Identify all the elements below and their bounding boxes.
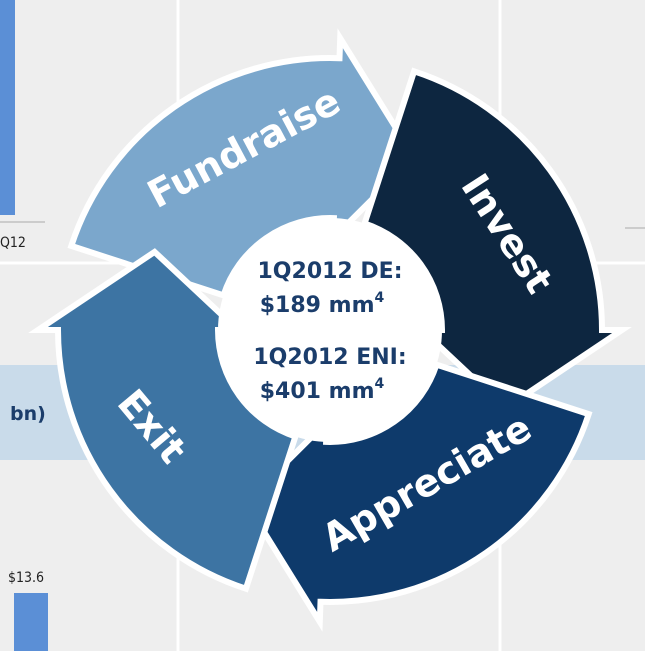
value: $189 mm [260,293,375,318]
center-label: 1Q2012 DE: [258,259,403,284]
bg-axis-label: Q12 [0,235,26,251]
value: $401 mm [260,379,375,404]
center-value: $401 mm4 [260,376,385,404]
footnote: 4 [375,290,385,306]
footnote: 4 [375,376,385,392]
center-value: $189 mm4 [260,290,385,318]
center-label: 1Q2012 ENI: [253,345,406,370]
bg-bar [14,593,48,651]
bg-row-label: bn) [10,403,46,425]
bg-bar-label: $13.6 [8,570,44,586]
center-circle [218,218,442,442]
bg-bar [0,0,15,215]
